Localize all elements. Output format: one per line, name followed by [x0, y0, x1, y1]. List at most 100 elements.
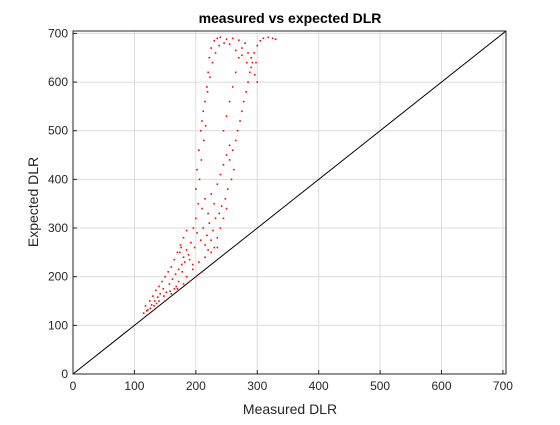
data-point	[162, 288, 165, 290]
data-point	[228, 100, 231, 103]
data-point	[245, 91, 247, 93]
data-point	[177, 268, 180, 271]
data-point	[195, 188, 197, 190]
data-point	[207, 71, 209, 74]
data-point	[210, 251, 212, 254]
data-point	[190, 241, 192, 244]
data-point	[213, 202, 216, 205]
data-point	[231, 37, 234, 40]
data-point	[216, 236, 219, 239]
data-point	[271, 37, 274, 40]
data-point	[171, 278, 174, 280]
data-point	[256, 44, 259, 47]
data-point	[244, 42, 246, 44]
data-point	[212, 229, 214, 232]
reference-line	[72, 30, 507, 375]
y-axis-label: Expected DLR	[25, 157, 41, 247]
data-point	[214, 52, 217, 54]
y-tick-label: 100	[48, 318, 68, 332]
data-point	[165, 291, 168, 294]
data-point	[150, 304, 153, 306]
data-point	[176, 251, 179, 254]
data-point	[191, 263, 194, 266]
data-point	[267, 36, 270, 39]
data-point	[179, 244, 182, 246]
data-point	[158, 300, 160, 302]
data-point	[231, 86, 234, 88]
data-point	[262, 37, 265, 40]
data-point	[206, 234, 208, 237]
data-point	[225, 38, 228, 41]
x-tick-label: 500	[370, 379, 390, 393]
data-point	[208, 222, 211, 224]
data-point	[185, 275, 188, 278]
data-point	[169, 290, 171, 293]
data-point	[234, 139, 237, 142]
x-axis-label: Measured DLR	[243, 401, 337, 417]
data-point	[238, 56, 240, 59]
data-point	[222, 129, 225, 132]
y-tick-label: 700	[48, 26, 68, 40]
data-point	[201, 207, 203, 210]
data-point	[201, 271, 203, 273]
data-point	[216, 37, 219, 40]
data-point	[195, 275, 197, 278]
chart-title: measured vs expected DLR	[199, 10, 382, 26]
x-tick-label: 600	[431, 379, 451, 393]
data-point	[220, 205, 223, 207]
data-point	[198, 178, 201, 181]
data-point	[222, 163, 225, 166]
data-point	[168, 283, 171, 285]
data-point	[156, 296, 159, 298]
data-point	[234, 49, 237, 52]
x-tick-label: 700	[493, 379, 513, 393]
data-point	[228, 144, 231, 147]
data-point	[163, 295, 165, 297]
data-point	[147, 308, 149, 311]
data-point	[211, 61, 214, 64]
data-point	[206, 91, 209, 93]
data-point	[176, 288, 179, 290]
data-point	[213, 246, 216, 249]
x-tick-label: 0	[70, 379, 77, 393]
data-point	[207, 212, 209, 215]
data-point	[185, 229, 188, 232]
data-point	[198, 261, 200, 263]
data-point	[170, 292, 173, 295]
data-point	[196, 232, 198, 234]
x-tick-label: 100	[124, 379, 144, 393]
data-point	[214, 217, 217, 220]
y-tick-label: 300	[48, 221, 68, 235]
data-point	[180, 263, 183, 266]
data-point	[161, 280, 163, 283]
data-point	[173, 288, 176, 290]
data-point	[204, 198, 206, 200]
data-point	[225, 115, 228, 117]
data-point	[216, 246, 219, 249]
x-tick-label: 200	[186, 379, 206, 393]
data-point	[234, 71, 237, 74]
data-point	[198, 149, 200, 151]
data-points	[142, 36, 277, 314]
data-point	[241, 54, 243, 57]
data-point	[193, 246, 196, 249]
data-point	[191, 268, 194, 271]
data-point	[238, 39, 240, 42]
data-point	[192, 227, 195, 229]
data-point	[209, 76, 211, 79]
data-point	[148, 300, 151, 302]
data-point	[159, 292, 162, 295]
data-point	[174, 273, 177, 276]
y-tick-label: 0	[61, 367, 68, 381]
data-point	[177, 280, 180, 283]
data-point	[153, 300, 156, 302]
data-point	[196, 168, 198, 171]
data-point	[241, 47, 243, 49]
data-point	[255, 61, 257, 64]
data-point	[188, 258, 191, 261]
y-tick-label: 400	[48, 172, 68, 186]
data-point	[197, 202, 200, 205]
tick-labels: 0 100 200 300 400 500 600 700 0 100 200 300 400 500 60…	[48, 26, 513, 393]
